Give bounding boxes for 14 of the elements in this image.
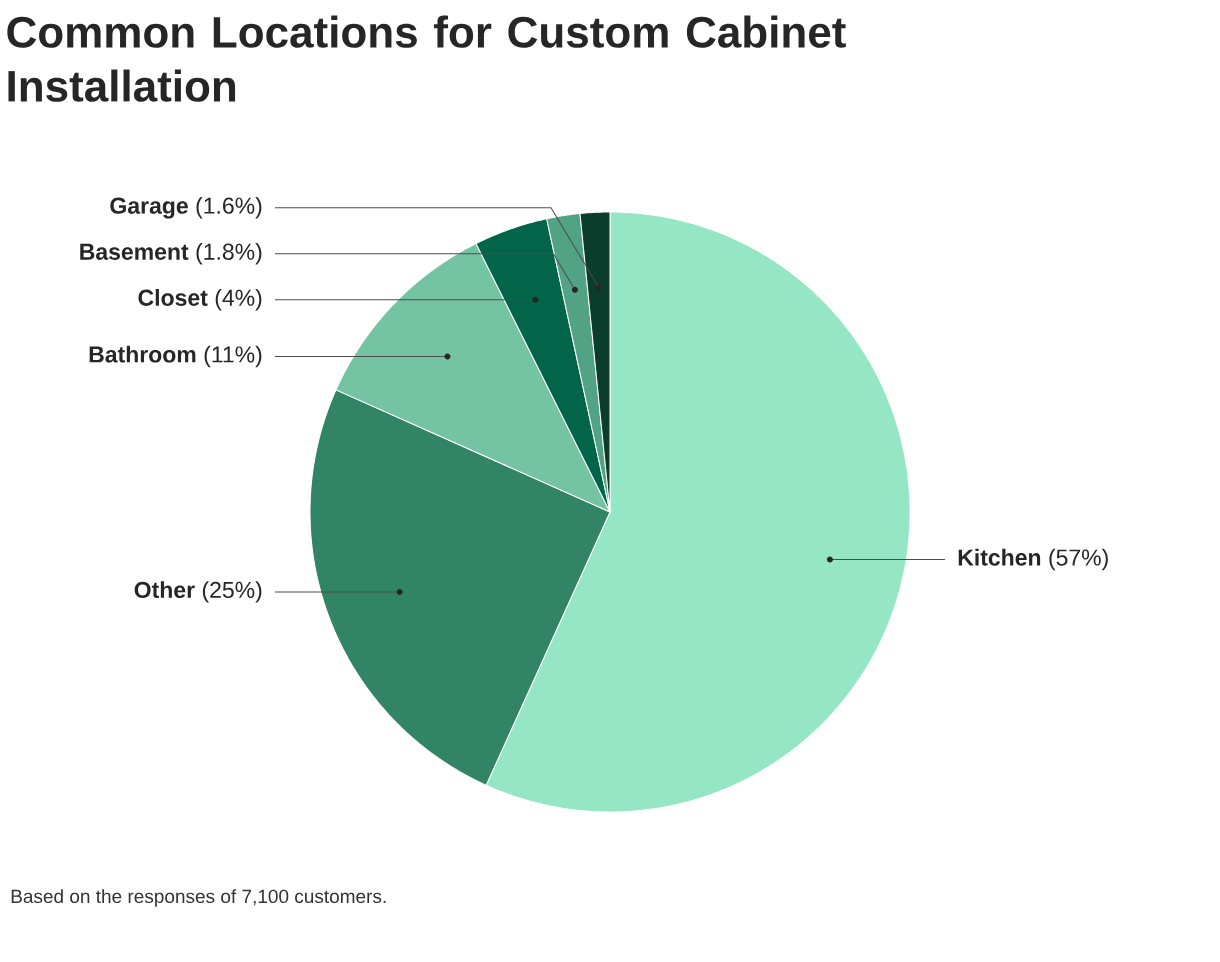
data-label: (57%)	[1049, 548, 1108, 571]
text: Based on the responses of 7,100 customers.	[11, 889, 386, 907]
slice-label: Other	[134, 581, 195, 599]
data-label: (1.8%)	[196, 243, 262, 265]
slice-label: Closet	[138, 289, 208, 306]
slice-label: Kitchen	[958, 548, 1041, 566]
data-label: (11%)	[204, 345, 262, 368]
slice-label: Basement	[80, 243, 189, 260]
data-label: (1.6%)	[196, 196, 262, 219]
data-label: (25%)	[202, 581, 262, 603]
chart-title: Common Locations for Custom Cabinet Installation	[7, 15, 846, 102]
slice-label: Bathroom	[89, 345, 196, 363]
slice-label: Garage	[110, 197, 188, 219]
data-label: (4%)	[215, 289, 262, 311]
